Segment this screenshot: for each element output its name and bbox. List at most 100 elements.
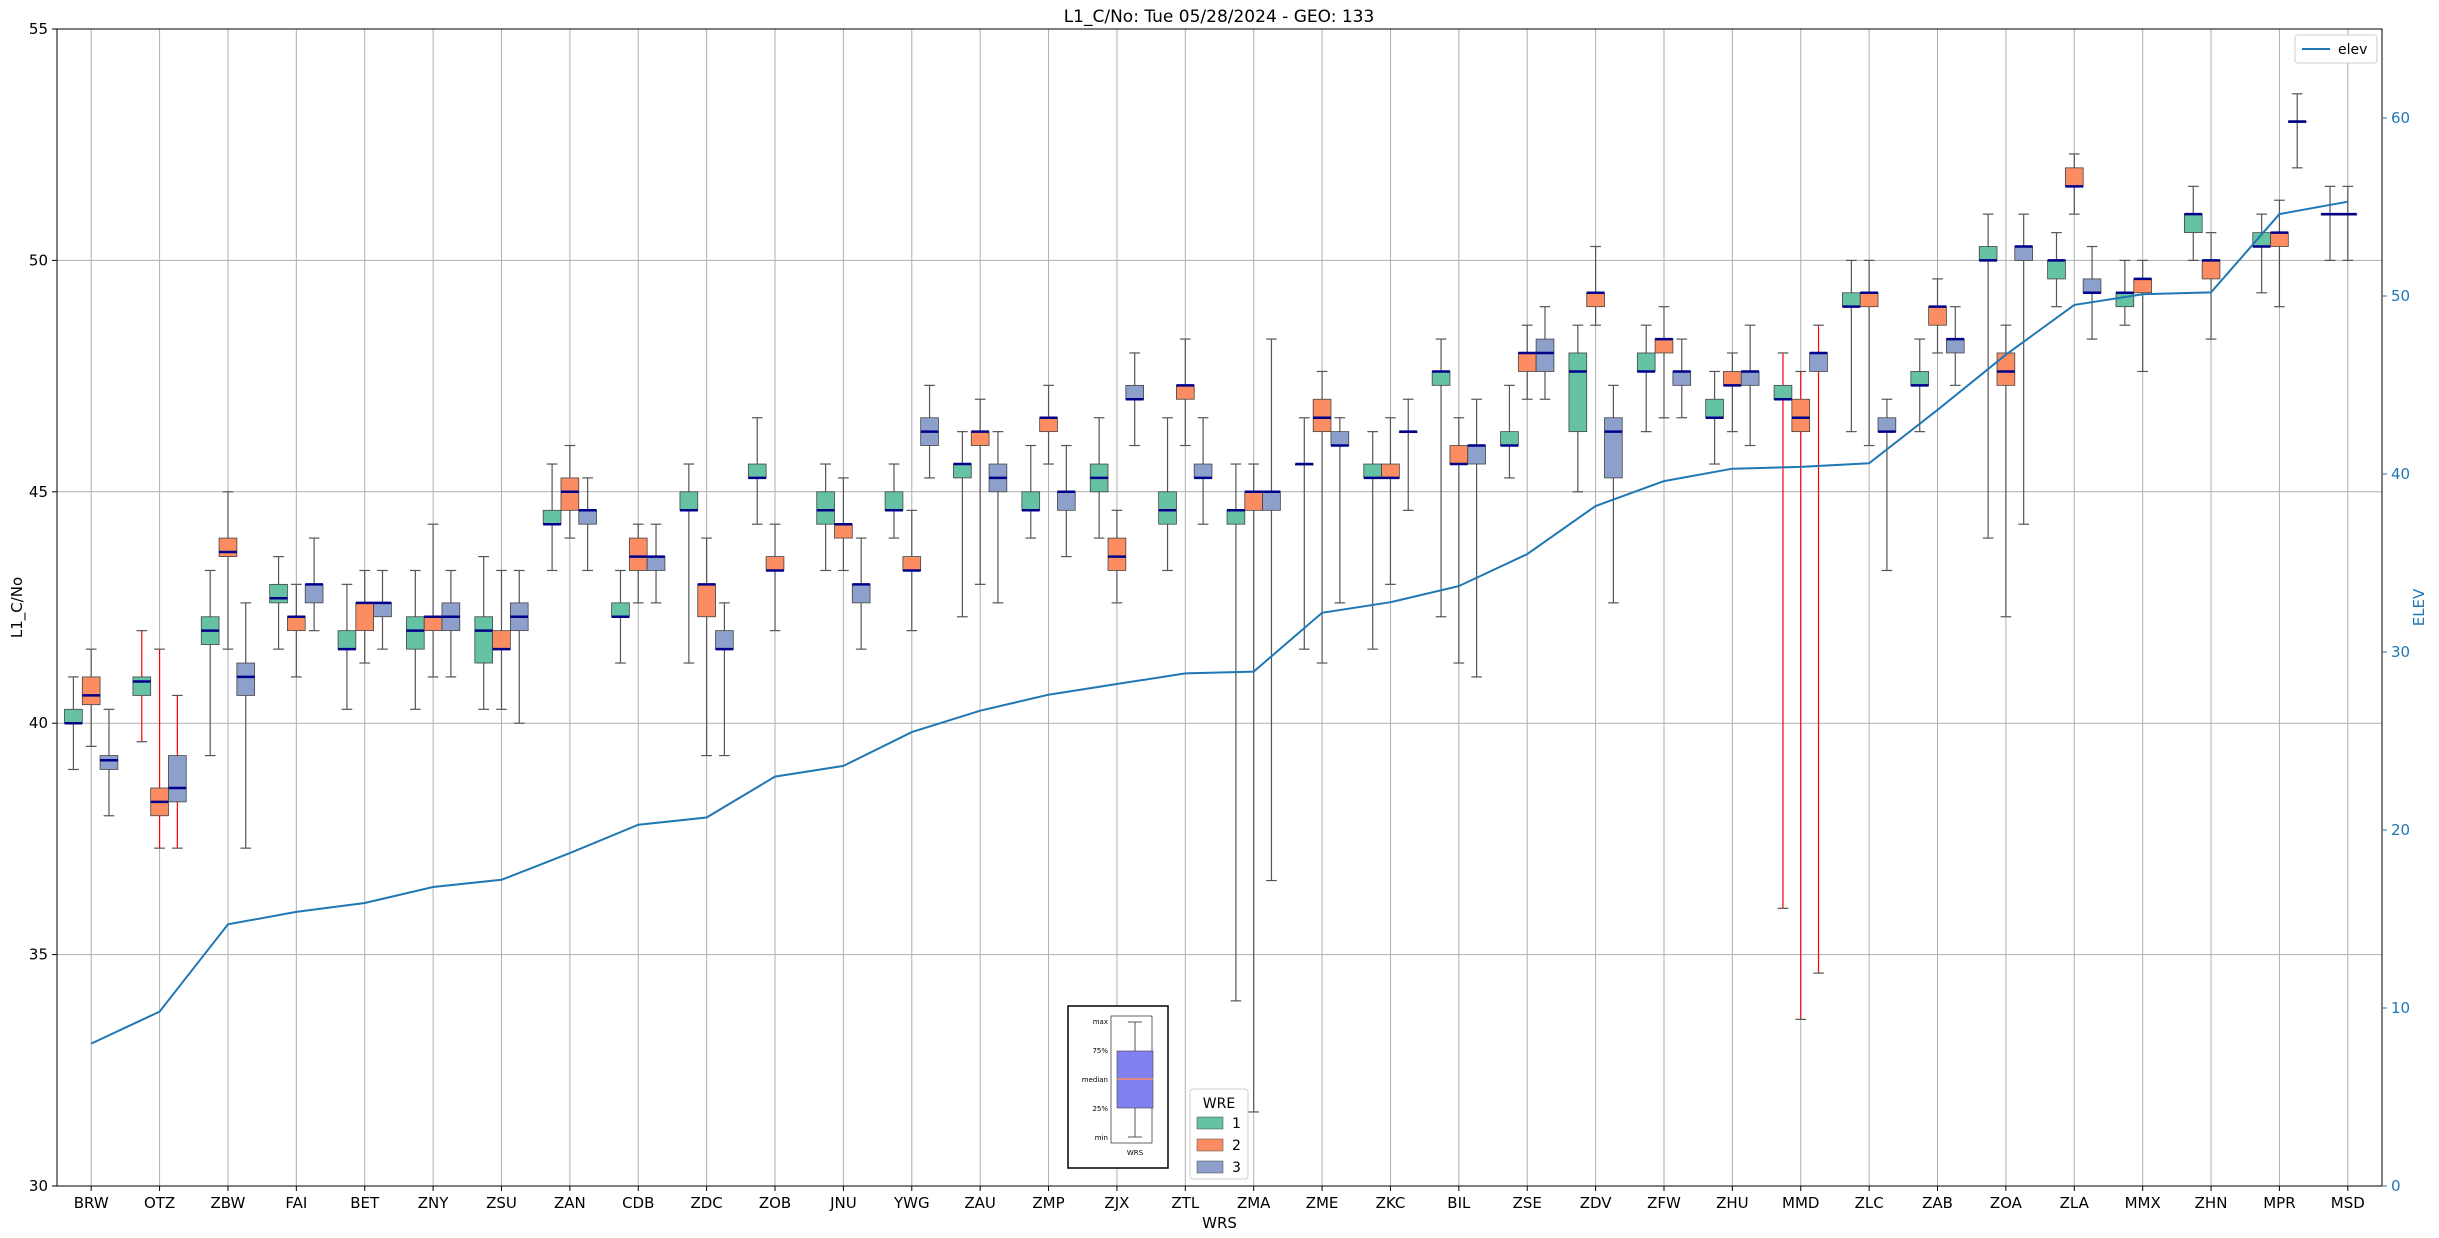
- inset-label-1: 75%: [1092, 1047, 1108, 1055]
- box-iqr: [2270, 232, 2289, 247]
- x-tick-label-zbw: ZBW: [211, 1194, 246, 1212]
- box-iqr: [1586, 292, 1605, 308]
- box-iqr: [2047, 259, 2066, 280]
- y-tick-label-35: 35: [29, 946, 48, 964]
- box-zsu-wre2: [492, 630, 511, 651]
- box-zny-wre1: [406, 616, 425, 650]
- elev-legend-box: [2294, 34, 2378, 64]
- box-zan-wre2: [560, 477, 580, 511]
- x-tick-label-bet: BET: [350, 1194, 380, 1212]
- box-iqr: [1740, 371, 1760, 386]
- box-iqr: [474, 616, 493, 664]
- box-iqr: [2014, 246, 2033, 261]
- grid-lines: [57, 28, 2382, 1187]
- box-jnu-wre3: [851, 583, 871, 604]
- box-iqr: [1877, 417, 1897, 433]
- y2-tick-label-0: 0: [2391, 1177, 2401, 1195]
- y2-tick-label-20: 20: [2391, 821, 2410, 839]
- box-iqr: [2133, 278, 2152, 294]
- box-iqr: [287, 616, 306, 632]
- box-iqr: [2115, 292, 2135, 308]
- box-iqr: [1057, 491, 1076, 511]
- y2-axis-ticks: 0 10 20 30 40 50 60: [2382, 109, 2410, 1195]
- x-tick-label-zdv: ZDV: [1580, 1194, 1613, 1212]
- y-tick-label-50: 50: [29, 251, 48, 269]
- box-iqr: [611, 602, 630, 618]
- x-tick-label-zse: ZSE: [1513, 1194, 1542, 1212]
- box-zdc-wre3: [715, 630, 734, 651]
- box-bet-wre2: [355, 601, 375, 632]
- box-iqr: [337, 630, 357, 650]
- box-zny-wre3: [441, 602, 461, 632]
- wre-legend-label-3: 3: [1232, 1160, 1241, 1176]
- box-iqr: [1809, 352, 1828, 372]
- box-iqr: [64, 708, 83, 724]
- box-brw-wre3: [99, 755, 119, 770]
- box-ztl-wre2: [1176, 384, 1195, 400]
- box-iqr: [1381, 463, 1400, 479]
- x-tick-label-zdc: ZDC: [690, 1194, 722, 1212]
- box-zmp-wre3: [1057, 490, 1076, 511]
- box-bet-wre1: [337, 630, 357, 651]
- box-iqr: [1226, 509, 1246, 525]
- box-iqr: [1636, 352, 1656, 372]
- box-otz-wre3: [168, 755, 187, 803]
- x-tick-label-cdb: CDB: [622, 1194, 654, 1212]
- box-zob-wre1: [747, 463, 767, 480]
- wre-legend-swatch-1: [1196, 1116, 1224, 1130]
- whiskers-layer: [68, 93, 2354, 1113]
- box-zse-wre3: [1535, 338, 1555, 372]
- box-zme-wre2: [1312, 398, 1332, 433]
- box-zfw-wre3: [1672, 370, 1692, 386]
- wre-legend-swatch-3: [1196, 1160, 1224, 1174]
- box-iqr: [646, 556, 666, 571]
- x-tick-label-zma: ZMA: [1237, 1194, 1271, 1212]
- box-mmd-wre3: [1809, 351, 1828, 372]
- box-zbw-wre3: [236, 662, 256, 696]
- box-iqr: [1431, 371, 1451, 386]
- box-iqr: [2064, 167, 2084, 187]
- wre-legend: WRE 1 2 3: [1189, 1088, 1249, 1180]
- box-iqr: [2082, 278, 2102, 294]
- elev-series-layer: [90, 200, 2348, 1045]
- box-zlc-wre3: [1877, 417, 1897, 433]
- box-zbw-wre1: [200, 616, 220, 645]
- box-zan-wre3: [578, 509, 597, 525]
- box-zan-wre1: [542, 509, 562, 526]
- box-zdv-wre3: [1604, 417, 1623, 479]
- box-zoa-wre1: [1978, 246, 1998, 262]
- box-zfw-wre2: [1654, 337, 1674, 354]
- box-iqr: [406, 616, 425, 650]
- x-tick-label-zhu: ZHU: [1716, 1194, 1749, 1212]
- box-iqr: [1705, 398, 1724, 419]
- box-iqr: [1193, 463, 1213, 479]
- y2-tick-label-50: 50: [2391, 287, 2410, 305]
- x-tick-label-mmx: MMX: [2125, 1194, 2161, 1212]
- box-iqr: [970, 431, 990, 446]
- plot-frame: [56, 28, 2383, 1187]
- box-iqr: [1672, 371, 1692, 386]
- box-brw-wre2: [81, 676, 101, 706]
- box-brw-wre1: [64, 708, 83, 725]
- box-iqr: [1773, 384, 1793, 400]
- y-tick-label-55: 55: [29, 20, 48, 38]
- box-bil-wre2: [1449, 445, 1469, 466]
- x-tick-label-zny: ZNY: [418, 1194, 449, 1212]
- box-zsu-wre3: [509, 602, 529, 632]
- box-ywg-wre2: [902, 556, 922, 572]
- box-zjx-wre3: [1125, 384, 1144, 401]
- box-zjx-wre2: [1107, 537, 1127, 571]
- box-iqr: [628, 537, 648, 571]
- box-iqr: [679, 491, 699, 511]
- x-tick-label-zob: ZOB: [759, 1194, 791, 1212]
- box-iqr: [304, 583, 324, 604]
- x-tick-label-bil: BIL: [1447, 1194, 1471, 1212]
- box-iqr: [1039, 417, 1058, 433]
- inset-label-0: max: [1093, 1018, 1108, 1026]
- box-iqr: [1449, 445, 1469, 465]
- box-zob-wre2: [765, 556, 785, 572]
- x-tick-label-zla: ZLA: [2060, 1194, 2090, 1212]
- box-zme-wre1: [1295, 462, 1314, 466]
- x-tick-label-fai: FAI: [285, 1194, 307, 1212]
